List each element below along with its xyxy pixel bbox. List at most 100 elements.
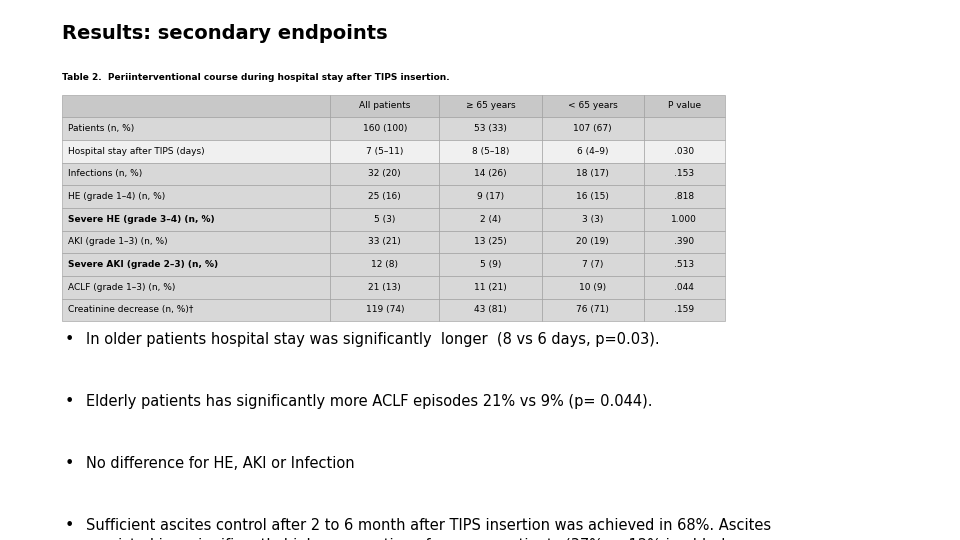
Bar: [541, 185, 644, 208]
Text: 33 (21): 33 (21): [369, 238, 401, 246]
Bar: [644, 253, 725, 276]
Text: Table 2.  Periinterventional course during hospital stay after TIPS insertion.: Table 2. Periinterventional course durin…: [62, 73, 450, 82]
Bar: [440, 117, 541, 140]
Bar: [541, 208, 644, 231]
Bar: [62, 299, 330, 321]
Bar: [440, 140, 541, 163]
Bar: [330, 163, 440, 185]
Bar: [330, 253, 440, 276]
Text: .044: .044: [674, 283, 694, 292]
Text: 11 (21): 11 (21): [474, 283, 507, 292]
Bar: [330, 94, 440, 117]
Text: 25 (16): 25 (16): [369, 192, 401, 201]
Text: 8 (5–18): 8 (5–18): [471, 147, 509, 156]
Text: 119 (74): 119 (74): [366, 306, 404, 314]
Text: •: •: [64, 456, 74, 471]
Bar: [440, 94, 541, 117]
Text: Sufficient ascites control after 2 to 6 month after TIPS insertion was achieved : Sufficient ascites control after 2 to 6 …: [86, 518, 772, 540]
Text: .159: .159: [674, 306, 694, 314]
Text: .153: .153: [674, 170, 694, 178]
Text: AKI (grade 1–3) (n, %): AKI (grade 1–3) (n, %): [68, 238, 168, 246]
Text: Results: secondary endpoints: Results: secondary endpoints: [62, 24, 388, 43]
Text: 18 (17): 18 (17): [576, 170, 609, 178]
Text: 160 (100): 160 (100): [363, 124, 407, 133]
Text: •: •: [64, 332, 74, 347]
Text: 43 (81): 43 (81): [474, 306, 507, 314]
Text: 9 (17): 9 (17): [477, 192, 504, 201]
Text: 76 (71): 76 (71): [576, 306, 609, 314]
Text: No difference for HE, AKI or Infection: No difference for HE, AKI or Infection: [86, 456, 355, 471]
Text: P value: P value: [668, 102, 701, 110]
Bar: [541, 117, 644, 140]
Text: 14 (26): 14 (26): [474, 170, 507, 178]
Text: 7 (7): 7 (7): [582, 260, 603, 269]
Bar: [62, 208, 330, 231]
Bar: [440, 208, 541, 231]
Text: .030: .030: [674, 147, 694, 156]
Bar: [440, 276, 541, 299]
Text: ≥ 65 years: ≥ 65 years: [466, 102, 516, 110]
Bar: [330, 299, 440, 321]
Text: 7 (5–11): 7 (5–11): [366, 147, 403, 156]
Text: .513: .513: [674, 260, 694, 269]
Text: 10 (9): 10 (9): [579, 283, 606, 292]
Bar: [62, 163, 330, 185]
Bar: [62, 253, 330, 276]
Bar: [330, 276, 440, 299]
Text: •: •: [64, 518, 74, 534]
Bar: [644, 140, 725, 163]
Bar: [330, 117, 440, 140]
Bar: [644, 94, 725, 117]
Bar: [541, 276, 644, 299]
Text: Creatinine decrease (n, %)†: Creatinine decrease (n, %)†: [68, 306, 194, 314]
Text: All patients: All patients: [359, 102, 411, 110]
Bar: [62, 94, 330, 117]
Bar: [541, 253, 644, 276]
Text: Severe HE (grade 3–4) (n, %): Severe HE (grade 3–4) (n, %): [68, 215, 215, 224]
Text: 12 (8): 12 (8): [372, 260, 398, 269]
Text: 107 (67): 107 (67): [573, 124, 612, 133]
Bar: [330, 208, 440, 231]
Bar: [541, 94, 644, 117]
Bar: [62, 231, 330, 253]
Text: < 65 years: < 65 years: [567, 102, 617, 110]
Text: 2 (4): 2 (4): [480, 215, 501, 224]
Bar: [62, 185, 330, 208]
Text: 21 (13): 21 (13): [369, 283, 401, 292]
Bar: [644, 185, 725, 208]
Text: 20 (19): 20 (19): [576, 238, 609, 246]
Bar: [541, 299, 644, 321]
Bar: [644, 163, 725, 185]
Text: Severe AKI (grade 2–3) (n, %): Severe AKI (grade 2–3) (n, %): [68, 260, 218, 269]
Bar: [541, 231, 644, 253]
Text: 32 (20): 32 (20): [369, 170, 401, 178]
Text: 3 (3): 3 (3): [582, 215, 603, 224]
Text: 5 (9): 5 (9): [480, 260, 501, 269]
Text: 16 (15): 16 (15): [576, 192, 609, 201]
Text: 6 (4–9): 6 (4–9): [577, 147, 609, 156]
Text: Infections (n, %): Infections (n, %): [68, 170, 142, 178]
Bar: [62, 117, 330, 140]
Bar: [644, 299, 725, 321]
Text: Patients (n, %): Patients (n, %): [68, 124, 134, 133]
Text: HE (grade 1–4) (n, %): HE (grade 1–4) (n, %): [68, 192, 165, 201]
Text: 13 (25): 13 (25): [474, 238, 507, 246]
Bar: [644, 117, 725, 140]
Bar: [541, 140, 644, 163]
Bar: [440, 299, 541, 321]
Bar: [440, 185, 541, 208]
Bar: [541, 163, 644, 185]
Text: In older patients hospital stay was significantly  longer  (8 vs 6 days, p=0.03): In older patients hospital stay was sign…: [86, 332, 660, 347]
Text: •: •: [64, 394, 74, 409]
Text: Elderly patients has significantly more ACLF episodes 21% vs 9% (p= 0.044).: Elderly patients has significantly more …: [86, 394, 653, 409]
Bar: [62, 276, 330, 299]
Bar: [644, 231, 725, 253]
Text: ACLF (grade 1–3) (n, %): ACLF (grade 1–3) (n, %): [68, 283, 176, 292]
Bar: [644, 276, 725, 299]
Text: .818: .818: [674, 192, 694, 201]
Text: 53 (33): 53 (33): [474, 124, 507, 133]
Bar: [330, 231, 440, 253]
Bar: [440, 253, 541, 276]
Bar: [440, 163, 541, 185]
Text: Hospital stay after TIPS (days): Hospital stay after TIPS (days): [68, 147, 204, 156]
